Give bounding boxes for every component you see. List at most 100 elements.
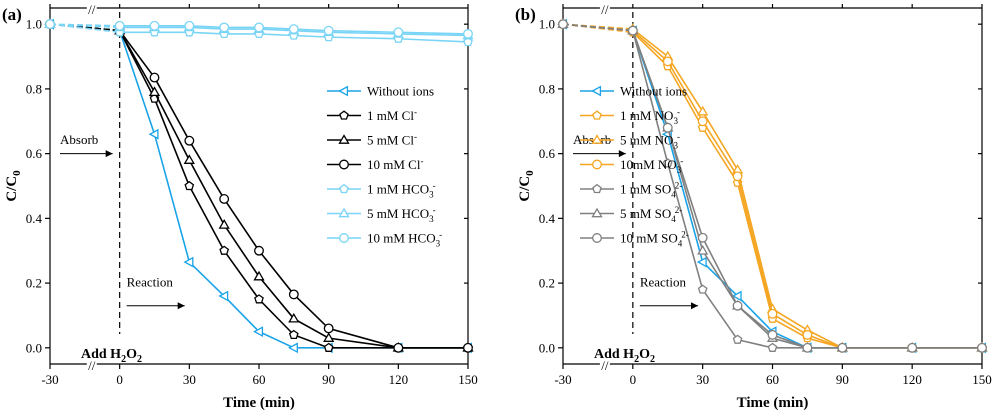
y-tick-label: 0.6 [26, 146, 43, 161]
data-point [183, 154, 195, 164]
legend-label: 10mM NO3- [620, 156, 683, 175]
data-point [148, 86, 161, 97]
data-point [732, 300, 743, 311]
legend-marker [592, 183, 602, 194]
data-point [662, 122, 673, 133]
data-point [184, 180, 195, 191]
legend-marker [591, 134, 603, 144]
legend-item: 10 mM Cl- [327, 156, 423, 172]
legend-marker [591, 207, 603, 218]
data-point [219, 22, 230, 33]
y-tick-label: 0.4 [539, 211, 556, 226]
data-point [323, 332, 335, 342]
data-point [218, 290, 229, 302]
y-tick-label: 0.2 [539, 276, 555, 291]
series-7 [558, 19, 987, 353]
panel-label: (b) [515, 5, 536, 24]
legend-item: 1 mM NO3- [580, 107, 680, 126]
data-point [696, 256, 707, 268]
data-point [558, 19, 568, 30]
x-tick-label: 30 [183, 372, 196, 387]
data-point [149, 72, 160, 83]
x-tick-label: 150 [458, 372, 478, 387]
data-point [288, 329, 299, 340]
legend-item: 1 mM SO42- [580, 181, 682, 200]
legend-marker [339, 159, 349, 170]
data-point [767, 308, 778, 319]
absorb-label: Absorb [60, 132, 98, 147]
legend-marker [339, 233, 349, 243]
panel-a: // // -30 0 30 60 90 120 150 0.0 0.2 0.4 0.6 0.8 1.0 Ti… [2, 2, 478, 411]
data-point [323, 342, 334, 352]
legend-marker [338, 134, 350, 144]
axis-break-mark: // [88, 358, 96, 373]
absorb-arrow-head [105, 150, 113, 158]
axis-break-mark: // [88, 2, 96, 17]
reaction-arrow-head [177, 302, 185, 310]
legend-marker [591, 85, 602, 97]
reaction-arrow-head [691, 302, 699, 310]
legend-item: 10 mM SO42- [580, 230, 689, 249]
data-point [697, 284, 708, 294]
data-point [184, 135, 195, 146]
y-tick-label: 0.0 [26, 340, 42, 355]
data-point [184, 20, 195, 31]
legend-label: 1 mM SO42- [620, 181, 682, 200]
data-point [731, 290, 742, 302]
legend-item: 10mM NO3- [580, 156, 683, 175]
y-tick-label: 1.0 [26, 17, 42, 32]
legend-marker [592, 159, 602, 170]
x-tick-label: 0 [116, 372, 123, 387]
legend-label: 1 mM NO3- [620, 107, 680, 126]
series-line-break [562, 23, 633, 32]
x-tick-label: 120 [902, 372, 922, 387]
data-point [253, 270, 265, 281]
legend-label: 1 mM Cl- [367, 107, 417, 123]
y-axis-title: C/C0 [4, 170, 23, 202]
add-h2o2-label: Add H2O2 [594, 347, 655, 365]
series-line-break [49, 23, 120, 34]
x-tick-label: 0 [630, 372, 637, 387]
legend-item: 5 mM HCO3- [327, 205, 436, 224]
legend-label: 5 mM NO3- [620, 132, 680, 151]
reaction-label: Reaction [127, 274, 174, 289]
legend-marker [592, 110, 602, 120]
data-point [697, 105, 709, 116]
data-point [287, 342, 298, 354]
axis-break-mark: // [601, 2, 609, 17]
add-h2o2-label: Add H2O2 [81, 347, 142, 365]
data-point [627, 25, 638, 36]
series-line [632, 30, 982, 349]
absorb-arrow-head [618, 150, 626, 158]
legend: Without ions 1 mM Cl- 5 mM Cl- 10 mM Cl- 1 m… [327, 84, 442, 249]
data-point [114, 20, 125, 31]
x-tick-label: 120 [389, 372, 409, 387]
data-point [323, 25, 334, 36]
data-point [662, 56, 673, 67]
data-point [253, 326, 264, 337]
series-line-break [49, 23, 120, 27]
x-tick-label: 90 [836, 372, 849, 387]
x-tick-label: 60 [253, 372, 266, 387]
data-point [907, 342, 918, 353]
data-point [697, 244, 709, 255]
legend-marker [338, 85, 349, 97]
legend-item: 1 mM HCO3- [327, 181, 436, 200]
x-axis-title: Time (min) [223, 395, 295, 411]
x-tick-label: 30 [696, 372, 709, 387]
legend-label: 5 mM SO42- [620, 205, 682, 224]
legend-label: 5 mM HCO3- [367, 205, 436, 224]
legend-label: 1 mM HCO3- [367, 181, 436, 200]
legend-marker [339, 183, 349, 194]
y-tick-label: 0.2 [26, 276, 42, 291]
data-point [463, 36, 473, 47]
panel-label: (a) [2, 5, 22, 24]
data-point [463, 342, 473, 353]
data-point [393, 27, 404, 38]
series-7 [45, 19, 473, 39]
data-point [148, 128, 159, 140]
data-point [288, 289, 299, 300]
data-point [802, 342, 813, 353]
data-point [183, 256, 194, 268]
x-tick-label: 90 [322, 372, 335, 387]
